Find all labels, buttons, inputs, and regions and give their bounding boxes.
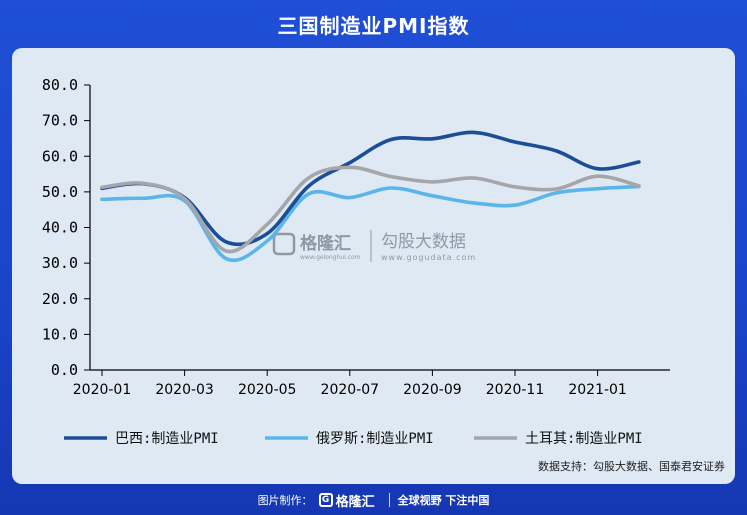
- footer-logo-name: 格隆汇: [335, 494, 375, 510]
- chart-card: 格隆汇 www.gelonghui.com 勾股大数据 www.gogudata…: [12, 48, 735, 484]
- gelonghui-logo-icon: G: [318, 493, 333, 507]
- y-tick-label: 40.0: [42, 219, 78, 237]
- watermark-logo-icon: [272, 232, 296, 256]
- footer-slogan: 全球视野 下注中国: [397, 494, 490, 507]
- data-source-note: 数据支持：勾股大数据、国泰君安证券: [538, 460, 725, 473]
- watermark-brand-url: www.gelonghui.com: [300, 254, 361, 261]
- x-tick-label: 2021-01: [568, 382, 627, 398]
- footer-prefix: 图片制作：: [257, 494, 313, 507]
- y-tick-label: 50.0: [42, 183, 78, 201]
- y-tick-label: 80.0: [42, 76, 78, 94]
- watermark-data-url: www.gogudata.com: [381, 253, 476, 262]
- x-tick-label: 2020-01: [73, 382, 132, 398]
- y-tick-label: 0.0: [51, 361, 78, 379]
- footer: 图片制作： G 格隆汇 全球视野 下注中国: [0, 488, 747, 512]
- page-title: 三国制造业PMI指数: [277, 14, 470, 38]
- watermark: 格隆汇 www.gelonghui.com 勾股大数据 www.gogudata…: [272, 230, 476, 262]
- x-tick-label: 2020-11: [486, 382, 545, 398]
- y-tick-label: 30.0: [42, 254, 78, 272]
- x-tick-label: 2020-05: [238, 382, 297, 398]
- x-tick-label: 2020-03: [155, 382, 214, 398]
- x-tick-label: 2020-07: [321, 382, 380, 398]
- series-lines: [100, 130, 641, 262]
- y-tick-label: 60.0: [42, 147, 78, 165]
- footer-divider: [388, 493, 390, 507]
- x-tick-label: 2020-09: [403, 382, 462, 398]
- y-tick-label: 20.0: [42, 290, 78, 308]
- legend-label-brazil: 巴西:制造业PMI: [115, 431, 219, 447]
- series-line-turkey: [100, 165, 641, 254]
- legend: 巴西:制造业PMI 俄罗斯:制造业PMI 土耳其:制造业PMI: [64, 431, 643, 447]
- legend-label-turkey: 土耳其:制造业PMI: [525, 431, 643, 447]
- x-ticks: 2020-01 2020-03 2020-05 2020-07 2020-09 2020-…: [73, 370, 627, 398]
- footer-logo: G 格隆汇: [318, 491, 375, 510]
- pmi-line-chart: 格隆汇 www.gelonghui.com 勾股大数据 www.gogudata…: [42, 76, 670, 447]
- watermark-brand: 格隆汇: [300, 233, 351, 254]
- y-ticks: 0.0 10.0 20.0 30.0 40.0 50.0 60.0 70.0 80.0: [42, 76, 90, 379]
- watermark-data-brand: 勾股大数据: [381, 232, 466, 252]
- y-tick-label: 10.0: [42, 325, 78, 343]
- y-tick-label: 70.0: [42, 112, 78, 130]
- legend-label-russia: 俄罗斯:制造业PMI: [316, 431, 434, 447]
